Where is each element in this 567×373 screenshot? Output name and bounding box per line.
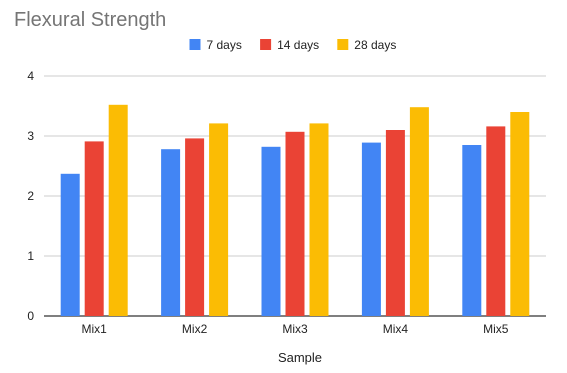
bar-mix1-28-days bbox=[108, 104, 128, 316]
x-tick-label: Mix1 bbox=[82, 322, 108, 336]
chart-title: Flexural Strength bbox=[14, 9, 166, 31]
x-tick-label: Mix2 bbox=[182, 322, 208, 336]
y-axis: 0 1 2 3 4 bbox=[27, 69, 34, 323]
bar-mix5-7-days bbox=[462, 145, 482, 316]
x-tick-label: Mix5 bbox=[483, 322, 509, 336]
bar-mix2-7-days bbox=[161, 149, 181, 316]
chart-bars bbox=[60, 104, 530, 317]
bar-mix3-28-days bbox=[309, 123, 329, 317]
x-tick-label: Mix3 bbox=[282, 322, 308, 336]
legend-label: 28 days bbox=[354, 38, 396, 52]
bar-mix4-14-days bbox=[385, 130, 405, 316]
bar-mix3-7-days bbox=[261, 146, 281, 316]
legend-swatch bbox=[189, 39, 201, 50]
legend-swatch bbox=[337, 39, 349, 50]
bar-mix1-7-days bbox=[60, 173, 80, 316]
bar-mix2-28-days bbox=[209, 123, 229, 317]
y-tick-label: 1 bbox=[27, 249, 34, 263]
bar-mix2-14-days bbox=[185, 138, 205, 316]
legend-label: 14 days bbox=[277, 38, 319, 52]
bar-mix4-28-days bbox=[409, 107, 429, 316]
bar-mix3-14-days bbox=[285, 131, 305, 316]
bar-mix1-14-days bbox=[84, 141, 104, 316]
x-axis: Mix1 Mix2 Mix3 Mix4 Mix5 bbox=[82, 322, 509, 336]
chart-legend: 7 days 14 days 28 days bbox=[189, 38, 396, 52]
bar-mix5-14-days bbox=[486, 126, 506, 317]
legend-swatch bbox=[260, 39, 272, 50]
bar-mix5-28-days bbox=[510, 112, 530, 316]
legend-label: 7 days bbox=[207, 38, 242, 52]
bar-mix4-7-days bbox=[361, 142, 381, 316]
y-tick-label: 3 bbox=[27, 129, 34, 143]
x-tick-label: Mix4 bbox=[383, 322, 409, 336]
x-axis-title: Sample bbox=[278, 350, 322, 365]
y-tick-label: 0 bbox=[27, 309, 34, 323]
y-tick-label: 2 bbox=[27, 189, 34, 203]
y-tick-label: 4 bbox=[27, 69, 34, 83]
